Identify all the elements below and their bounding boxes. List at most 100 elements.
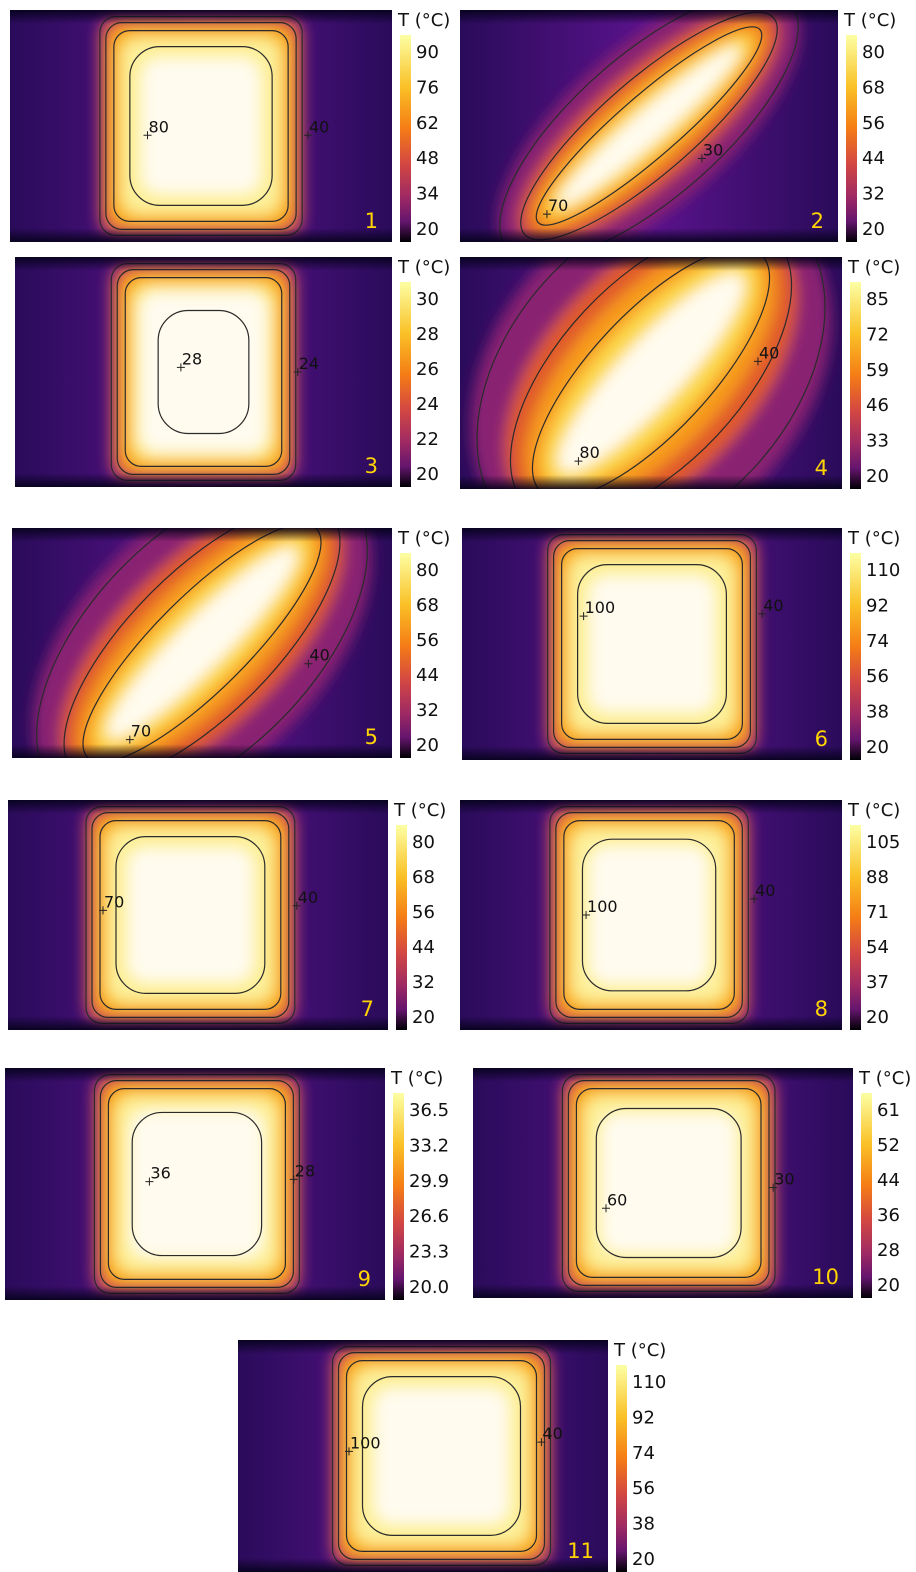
edge-band xyxy=(460,257,842,489)
panel: 603010T (°C)615244362820 xyxy=(473,1068,911,1298)
colorbar-title: T (°C) xyxy=(390,1068,443,1089)
panel-number: 4 xyxy=(815,456,828,480)
colorbar-tick-label: 61 xyxy=(877,1100,900,1121)
figure: 80401T (°C)90766248342030702T (°C)806856… xyxy=(0,0,916,1572)
colorbar xyxy=(850,553,861,760)
contour-label: 40 xyxy=(755,881,775,900)
colorbar-title: T (°C) xyxy=(858,1068,911,1089)
contour-label: 40 xyxy=(298,888,318,907)
panel-number: 10 xyxy=(812,1265,839,1289)
thermal-image xyxy=(15,257,392,487)
colorbar-tick-label: 80 xyxy=(862,42,885,63)
panel-number: 9 xyxy=(358,1267,371,1291)
colorbar-tick-label: 20.0 xyxy=(409,1277,449,1298)
contour-label: 40 xyxy=(759,343,779,362)
edge-band xyxy=(15,257,392,487)
colorbar xyxy=(850,825,861,1030)
colorbar-title: T (°C) xyxy=(397,528,450,549)
colorbar-title: T (°C) xyxy=(397,10,450,31)
contour-label: 80 xyxy=(149,117,169,136)
colorbar-tick-label: 56 xyxy=(412,902,435,923)
contour-label: 40 xyxy=(763,596,783,615)
colorbar-tick-label: 52 xyxy=(877,1135,900,1156)
colorbar-tick-label: 76 xyxy=(416,77,439,98)
colorbar-tick-label: 32 xyxy=(412,972,435,993)
edge-band xyxy=(12,528,392,758)
thermal-image xyxy=(238,1340,608,1572)
colorbar-tick-label: 44 xyxy=(412,937,435,958)
colorbar xyxy=(400,35,411,242)
colorbar-tick-label: 20 xyxy=(866,466,889,487)
colorbar-tick-label: 54 xyxy=(866,937,889,958)
contour-label: 30 xyxy=(703,140,723,159)
colorbar-tick-label: 22 xyxy=(416,429,439,450)
thermal-image xyxy=(462,528,842,760)
panel-number: 3 xyxy=(365,454,378,478)
colorbar-tick-label: 24 xyxy=(416,394,439,415)
edge-band xyxy=(8,800,388,1030)
colorbar-tick-label: 23.3 xyxy=(409,1242,449,1263)
colorbar-tick-label: 59 xyxy=(866,360,889,381)
colorbar-tick-label: 44 xyxy=(877,1170,900,1191)
thermal-image xyxy=(473,1068,853,1298)
colorbar-tick-label: 33 xyxy=(866,431,889,452)
colorbar-tick-label: 20 xyxy=(416,735,439,756)
colorbar-tick-label: 34 xyxy=(416,184,439,205)
colorbar-tick-label: 74 xyxy=(866,631,889,652)
edge-band xyxy=(238,1340,608,1572)
colorbar-tick-label: 88 xyxy=(866,867,889,888)
colorbar xyxy=(861,1093,872,1298)
edge-band xyxy=(460,800,842,1030)
thermal-image xyxy=(10,10,392,242)
colorbar-tick-label: 20 xyxy=(877,1275,900,1296)
colorbar xyxy=(400,553,411,758)
contour-label: 80 xyxy=(579,443,599,462)
colorbar-title: T (°C) xyxy=(847,800,900,821)
colorbar-tick-label: 26 xyxy=(416,359,439,380)
colorbar-tick-label: 46 xyxy=(866,395,889,416)
edge-band xyxy=(460,10,838,242)
colorbar-tick-label: 92 xyxy=(632,1407,655,1428)
colorbar xyxy=(846,35,857,242)
colorbar-tick-label: 29.9 xyxy=(409,1171,449,1192)
contour-label: 40 xyxy=(309,646,329,665)
panel-number: 11 xyxy=(567,1539,594,1563)
colorbar-tick-label: 37 xyxy=(866,972,889,993)
colorbar-tick-label: 92 xyxy=(866,595,889,616)
colorbar-tick-label: 85 xyxy=(866,289,889,310)
colorbar-tick-label: 72 xyxy=(866,324,889,345)
contour-label: 28 xyxy=(182,349,202,368)
panel: 100406T (°C)1109274563820 xyxy=(462,528,900,760)
contour-label: 40 xyxy=(542,1424,562,1443)
panel-number: 2 xyxy=(811,209,824,233)
panel-number: 8 xyxy=(815,997,828,1021)
colorbar-tick-label: 20 xyxy=(412,1007,435,1028)
edge-band xyxy=(5,1068,385,1300)
panel-number: 6 xyxy=(815,727,828,751)
colorbar-title: T (°C) xyxy=(847,257,900,278)
colorbar-tick-label: 48 xyxy=(416,148,439,169)
colorbar-tick-label: 80 xyxy=(416,560,439,581)
colorbar-tick-label: 56 xyxy=(632,1478,655,1499)
contour-label: 30 xyxy=(774,1170,794,1189)
thermal-image xyxy=(8,800,388,1030)
colorbar xyxy=(396,825,407,1030)
edge-band xyxy=(473,1068,853,1298)
colorbar-tick-label: 26.6 xyxy=(409,1206,449,1227)
colorbar-tick-label: 110 xyxy=(632,1372,666,1393)
colorbar-title: T (°C) xyxy=(843,10,896,31)
colorbar-tick-label: 20 xyxy=(416,219,439,240)
colorbar-tick-label: 20 xyxy=(866,1007,889,1028)
colorbar-tick-label: 36.5 xyxy=(409,1100,449,1121)
colorbar-tick-label: 71 xyxy=(866,902,889,923)
colorbar-tick-label: 38 xyxy=(632,1514,655,1535)
colorbar-tick-label: 33.2 xyxy=(409,1135,449,1156)
contour-label: 70 xyxy=(548,196,568,215)
colorbar-tick-label: 28 xyxy=(416,324,439,345)
contour-label: 40 xyxy=(309,117,329,136)
colorbar-tick-label: 38 xyxy=(866,702,889,723)
colorbar-tick-label: 28 xyxy=(877,1240,900,1261)
thermal-image xyxy=(460,800,842,1030)
